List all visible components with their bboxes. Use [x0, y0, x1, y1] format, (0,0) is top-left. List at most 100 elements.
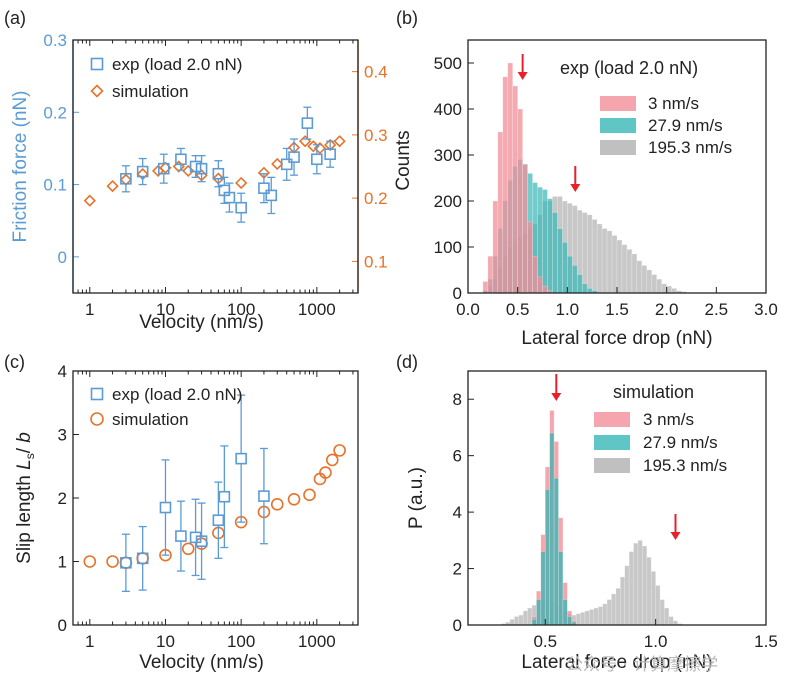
hist-bar: [552, 212, 558, 294]
y-axis-label: Slip length Ls/ b: [14, 432, 37, 564]
hist-bar: [611, 235, 618, 294]
y-tick-label: 6: [453, 447, 462, 466]
hist-bar: [487, 255, 494, 294]
hist-bar: [576, 274, 583, 294]
hist-bar: [637, 540, 643, 626]
data-point-exp: [223, 191, 236, 204]
data-point-exp: [258, 182, 270, 194]
legend-swatch: [600, 118, 636, 133]
data-point-simulation: [106, 555, 119, 568]
y-right-tick-label: 0.3: [364, 126, 388, 145]
panel-label: (d): [396, 352, 418, 372]
hist-bar: [544, 489, 550, 626]
data-point-simulation: [325, 453, 339, 467]
x-tick-label: 3.0: [754, 300, 778, 319]
data-point-exp: [218, 490, 231, 503]
hist-bar: [656, 278, 663, 294]
hist-bar: [571, 265, 578, 294]
y-label-main: Slip length: [14, 470, 35, 564]
legend-label: 3 nm/s: [648, 94, 699, 113]
y-tick-label: 3: [58, 426, 67, 445]
hist-bar: [575, 613, 581, 626]
data-point-exp: [324, 148, 336, 161]
hist-bar: [601, 228, 608, 294]
hist-bar: [606, 230, 613, 294]
data-point-simulation: [333, 444, 346, 457]
hist-bar: [567, 255, 573, 294]
x-tick-label: 0.5: [533, 632, 557, 651]
legend-label-exp: exp (load 2.0 nN): [112, 55, 242, 74]
data-point-simulation: [106, 179, 119, 193]
x-tick-label: 1: [85, 632, 94, 651]
legend-title: exp (load 2.0 nN): [560, 58, 698, 78]
data-point-exp: [120, 172, 132, 185]
y-right-tick-label: 0.2: [364, 189, 388, 208]
data-point-simulation: [119, 556, 133, 570]
legend-label-simulation: simulation: [112, 82, 189, 101]
hist-bar: [661, 283, 667, 294]
hist-series: [482, 62, 553, 294]
x-axis-label: Velocity (nm/s): [139, 312, 264, 333]
legend-marker-exp: [90, 387, 104, 401]
hist-bar: [636, 260, 643, 294]
arrow-head: [517, 72, 528, 80]
x-axis-label: Lateral force drop (nN): [521, 328, 712, 349]
hist-bar: [631, 253, 638, 294]
data-point-simulation: [271, 157, 284, 171]
y-tick-label: 0: [453, 284, 462, 303]
hist-bar: [628, 551, 634, 626]
hist-bar: [651, 274, 658, 294]
data-point-simulation: [270, 498, 284, 511]
legend-label: 195.3 nm/s: [648, 138, 732, 157]
hist-bar: [497, 131, 504, 294]
legend-swatch: [600, 96, 636, 111]
data-point-exp: [235, 201, 247, 214]
hist-bar: [624, 565, 630, 626]
hist-bar: [542, 189, 548, 294]
hist-bar: [621, 244, 628, 294]
x-tick-label: 1.5: [754, 632, 778, 651]
y-tick-label: 8: [453, 390, 462, 409]
legend-title: simulation: [613, 382, 694, 402]
hist-bar: [502, 76, 509, 294]
x-tick-label: 1.0: [556, 300, 580, 319]
x-tick-label: 0.0: [456, 300, 480, 319]
data-point-exp: [189, 160, 202, 173]
data-point-exp: [195, 162, 208, 175]
y-right-tick-label: 0.4: [364, 63, 388, 82]
data-point-simulation: [287, 492, 301, 506]
panel-a-frame: [72, 39, 359, 294]
y-tick-label: 1: [58, 553, 67, 572]
panel-label: (c): [4, 352, 25, 372]
hist-bar: [633, 542, 639, 626]
data-point-exp: [175, 153, 187, 166]
hist-bar: [597, 606, 603, 626]
hist-bar: [517, 108, 523, 294]
y-tick-label: 4: [58, 362, 67, 381]
data-point-exp: [195, 535, 208, 547]
data-point-exp: [175, 530, 187, 542]
hist-bar: [646, 556, 652, 626]
legend-swatch: [594, 435, 630, 450]
legend-swatch: [594, 458, 630, 473]
data-point-exp: [157, 162, 170, 175]
hist-bar: [641, 265, 648, 294]
panel-a: 1 10 100 1000 0 0.1 0.2 0.3 0.1 0.2 0.3 0.4 (a) Veloc…: [4, 8, 388, 333]
legend-marker-exp: [90, 57, 104, 71]
y-left-tick-label: 0.2: [43, 103, 67, 122]
peak-arrow: [517, 54, 528, 80]
data-point-exp: [311, 153, 323, 166]
hist-bar: [589, 609, 595, 626]
data-point-exp: [136, 165, 149, 178]
y-tick-label: 2: [453, 560, 462, 579]
y-tick-label: 4: [453, 503, 462, 522]
data-point-exp: [212, 167, 225, 180]
data-point-simulation: [319, 466, 332, 479]
x-tick-label: 1.5: [605, 300, 629, 319]
watermark: 公众号 · 计算摩擦学: [566, 655, 719, 675]
panel-d-frame: [467, 370, 767, 626]
y-label-rest: /: [14, 443, 35, 454]
legend-label: 27.9 nm/s: [648, 116, 723, 135]
hist-bar: [593, 607, 599, 626]
